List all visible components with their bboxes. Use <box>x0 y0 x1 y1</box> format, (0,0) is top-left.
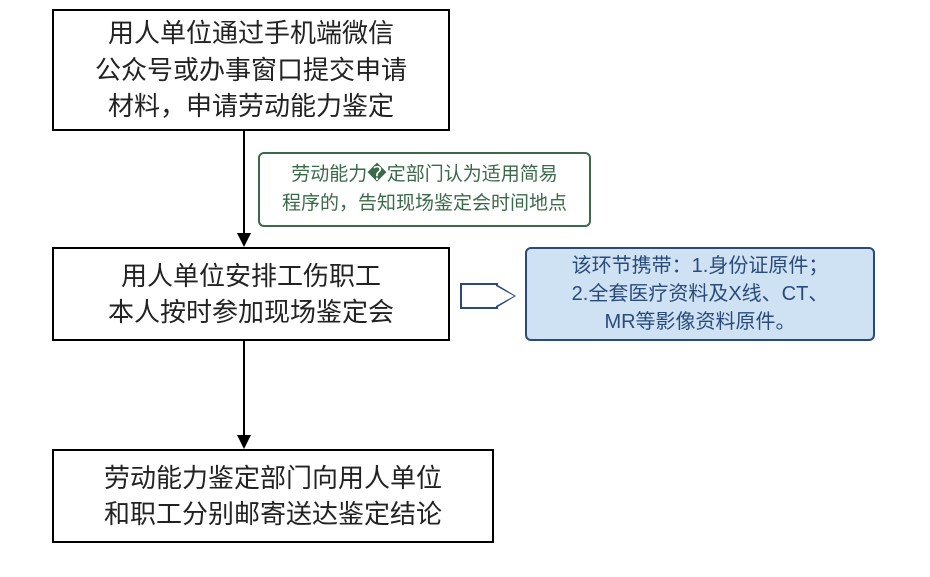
side-info-text: 该环节携带：1.身份证原件； 2.全套医疗资料及X线、CT、 MR等影像资料原件… <box>572 252 829 336</box>
arrow-1-line <box>243 131 245 235</box>
arrow-2-head <box>237 435 251 449</box>
flow-step-2: 用人单位安排工伤职工 本人按时参加现场鉴定会 <box>52 247 450 341</box>
flow-step-3: 劳动能力鉴定部门向用人单位 和职工分别邮寄送达鉴定结论 <box>52 449 494 543</box>
flow-step-3-text: 劳动能力鉴定部门向用人单位 和职工分别邮寄送达鉴定结论 <box>104 460 442 533</box>
flow-step-1: 用人单位通过手机端微信 公众号或办事窗口提交申请 材料，申请劳动能力鉴定 <box>52 9 450 131</box>
annotation-simplified-procedure: 劳动能力�定部门认为适用简易 程序的，告知现场鉴定会时间地点 <box>258 152 591 227</box>
arrow-block-head <box>496 286 514 306</box>
arrow-block-shaft <box>460 283 498 309</box>
annotation-text: 劳动能力�定部门认为适用简易 程序的，告知现场鉴定会时间地点 <box>282 161 567 218</box>
flow-step-1-text: 用人单位通过手机端微信 公众号或办事窗口提交申请 材料，申请劳动能力鉴定 <box>95 15 407 124</box>
arrow-2-line <box>243 341 245 437</box>
side-info-required-items: 该环节携带：1.身份证原件； 2.全套医疗资料及X线、CT、 MR等影像资料原件… <box>525 247 875 341</box>
arrow-1-head <box>237 233 251 247</box>
flow-step-2-text: 用人单位安排工伤职工 本人按时参加现场鉴定会 <box>108 258 394 331</box>
